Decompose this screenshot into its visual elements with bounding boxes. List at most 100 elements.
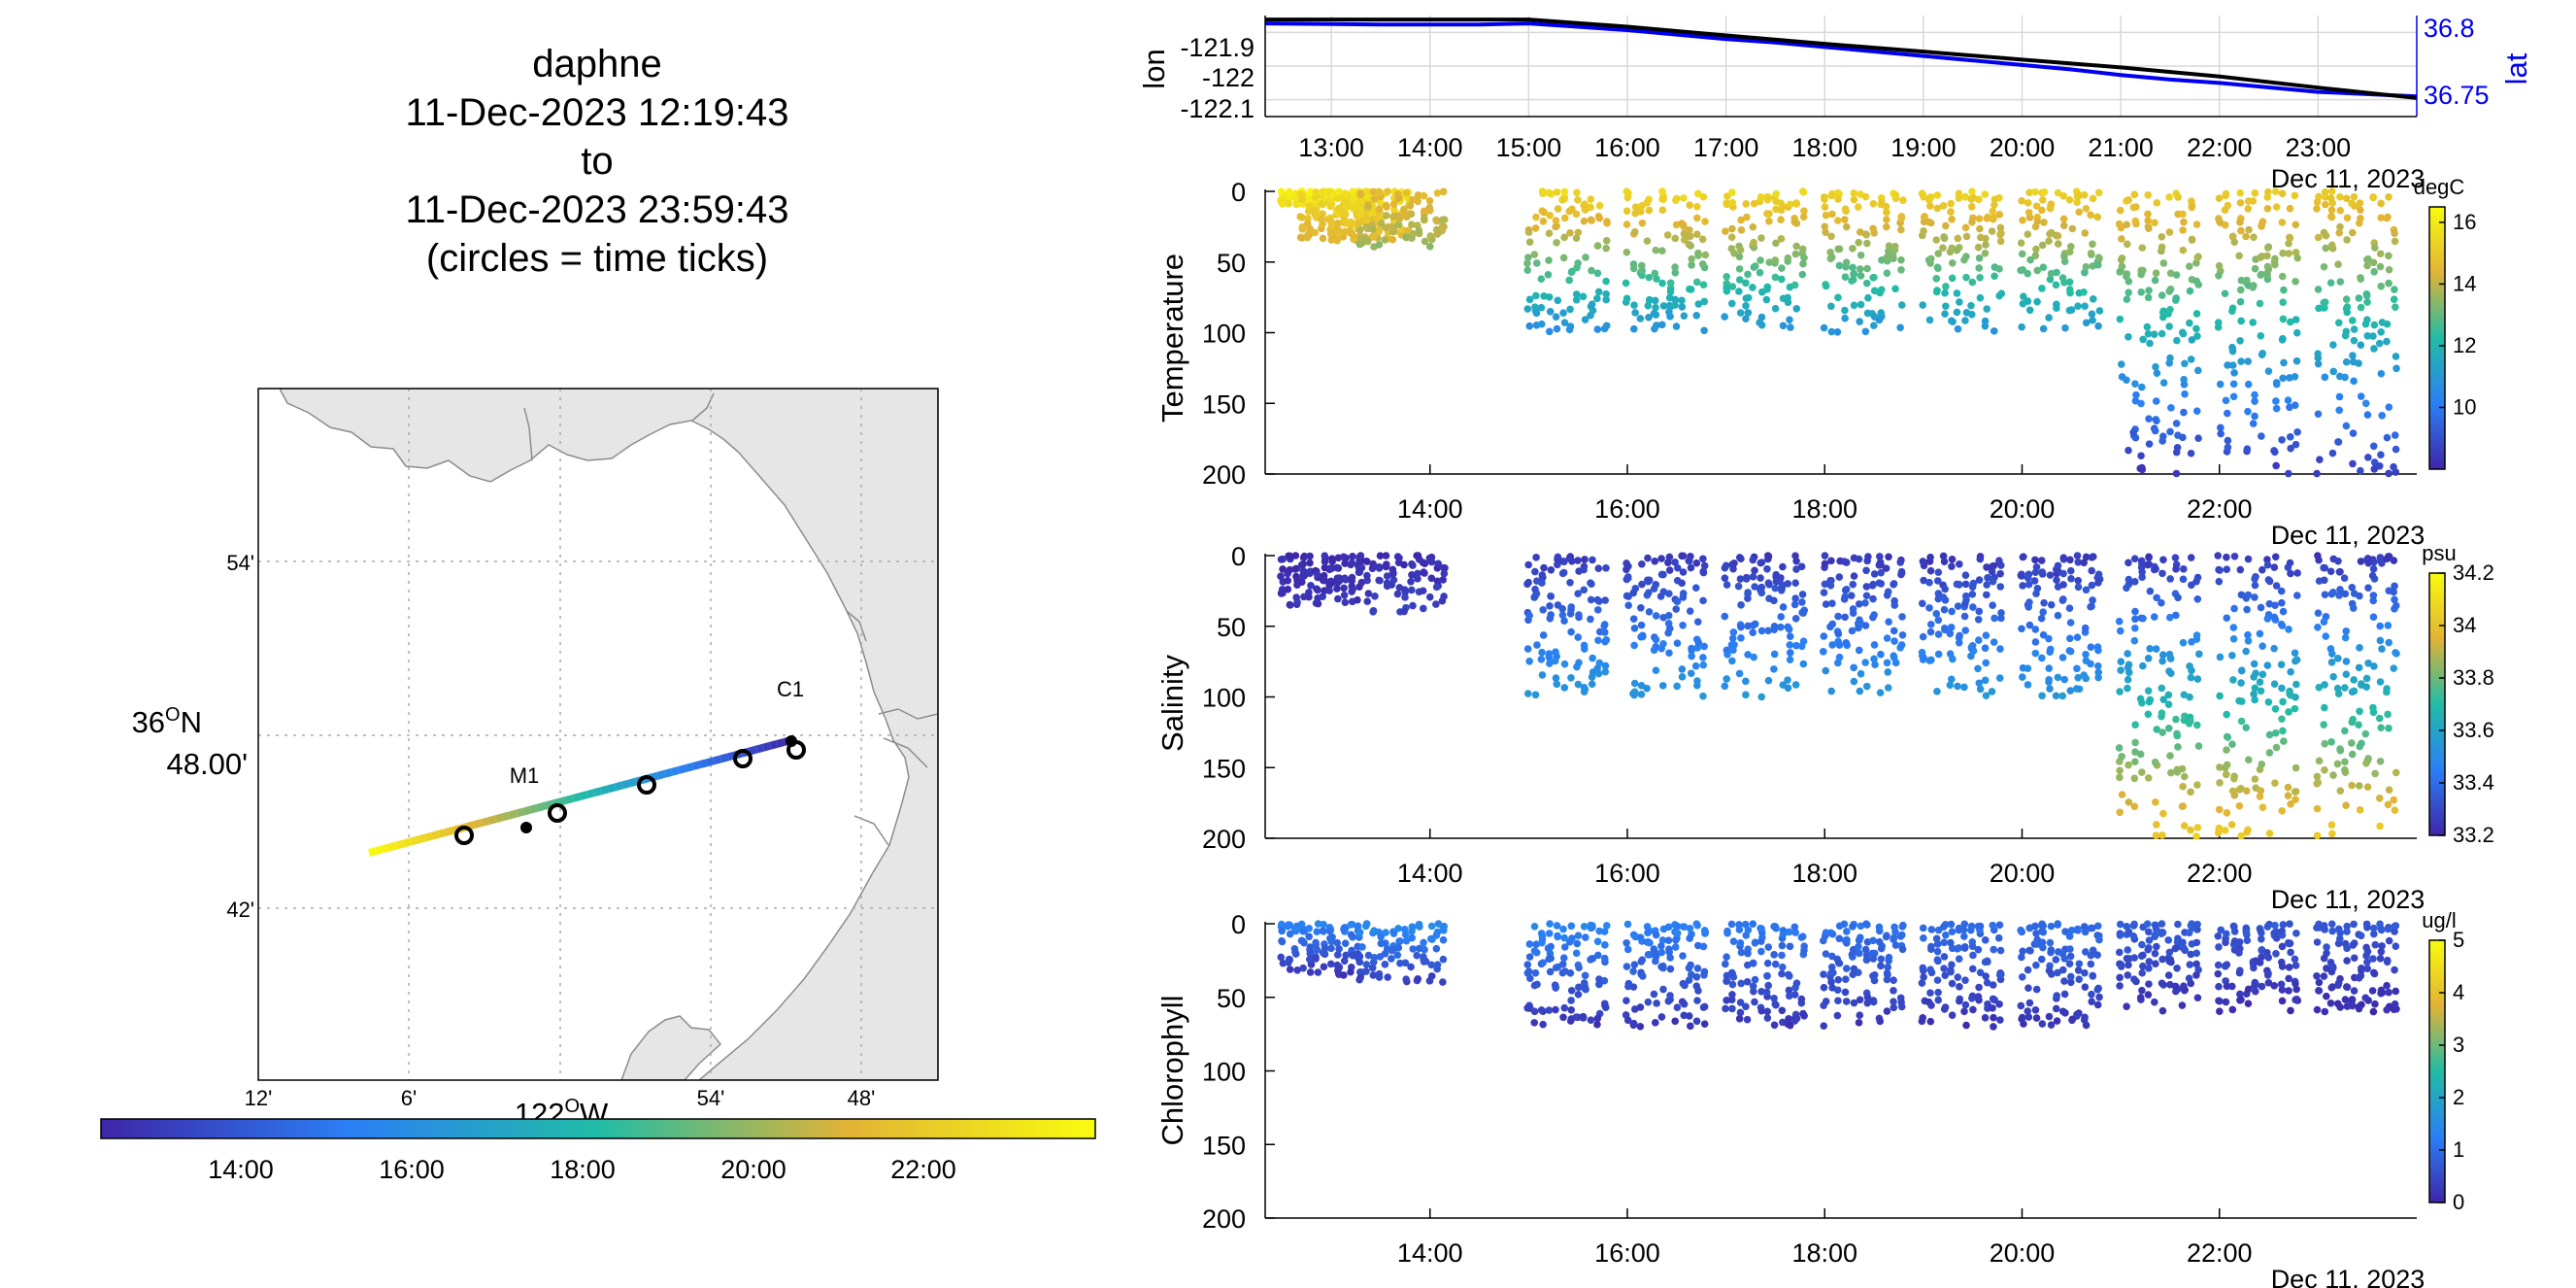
data-point bbox=[2228, 343, 2236, 352]
data-point bbox=[2287, 667, 2294, 676]
data-point bbox=[1672, 196, 1680, 205]
data-point bbox=[1897, 1002, 1906, 1011]
data-point bbox=[1382, 929, 1389, 936]
data-point bbox=[1678, 220, 1686, 227]
data-point bbox=[1595, 659, 1604, 667]
data-point bbox=[2171, 944, 2180, 953]
data-point bbox=[2322, 632, 2330, 640]
data-point bbox=[1441, 564, 1449, 572]
data-point bbox=[1340, 971, 1348, 979]
data-point bbox=[1835, 653, 1844, 661]
data-point bbox=[1326, 229, 1335, 238]
data-point bbox=[2130, 774, 2139, 783]
data-point bbox=[1335, 187, 1343, 196]
data-point bbox=[1722, 960, 1729, 968]
data-point bbox=[2153, 199, 2161, 207]
data-point bbox=[1402, 188, 1411, 197]
data-point bbox=[1393, 951, 1402, 960]
data-point bbox=[2152, 397, 2160, 405]
data-point bbox=[1827, 557, 1835, 565]
data-point bbox=[2058, 654, 2067, 661]
track-segment bbox=[501, 811, 512, 822]
data-point bbox=[1325, 927, 1334, 935]
data-point bbox=[2256, 629, 2264, 638]
data-point bbox=[1786, 1021, 1794, 1030]
temperature-colorbar-units: degC bbox=[2414, 175, 2465, 199]
data-point bbox=[1631, 227, 1639, 236]
data-point bbox=[2066, 556, 2074, 564]
data-point bbox=[1737, 948, 1746, 957]
track-segment bbox=[776, 738, 786, 748]
data-point bbox=[2088, 924, 2096, 932]
data-point bbox=[1933, 688, 1941, 695]
data-point bbox=[1680, 229, 1689, 238]
data-point bbox=[2340, 574, 2349, 582]
data-point bbox=[1850, 270, 1858, 278]
data-point bbox=[2061, 323, 2069, 332]
data-point bbox=[1547, 942, 1555, 951]
track-segment bbox=[585, 789, 596, 798]
data-point bbox=[1546, 967, 1555, 976]
data-point bbox=[1861, 192, 1870, 201]
data-point bbox=[2054, 188, 2062, 197]
data-point bbox=[1849, 580, 1857, 589]
data-point bbox=[2158, 928, 2166, 936]
data-point bbox=[1558, 196, 1566, 204]
data-point bbox=[1947, 208, 1955, 216]
data-point bbox=[1306, 949, 1315, 958]
data-point bbox=[1932, 934, 1941, 943]
data-point bbox=[1891, 285, 1899, 293]
data-point bbox=[2158, 598, 2165, 607]
data-point bbox=[1540, 563, 1548, 572]
data-point bbox=[2244, 407, 2252, 416]
data-point bbox=[1870, 322, 1878, 329]
data-point bbox=[2291, 704, 2299, 713]
data-point bbox=[1637, 632, 1645, 641]
data-point bbox=[1701, 218, 1709, 225]
data-point bbox=[1572, 949, 1581, 958]
data-point bbox=[1869, 998, 1878, 1006]
data-point bbox=[1692, 278, 1701, 287]
data-point bbox=[2180, 772, 2189, 781]
data-point bbox=[1989, 1004, 1996, 1012]
data-point bbox=[2341, 727, 2349, 735]
data-point bbox=[1927, 926, 1936, 933]
data-point bbox=[2024, 580, 2033, 589]
data-point bbox=[1439, 935, 1448, 944]
data-point bbox=[1685, 557, 1693, 565]
data-point bbox=[1821, 203, 1829, 211]
data-point bbox=[1382, 939, 1389, 947]
data-point bbox=[2313, 772, 2322, 781]
data-point bbox=[2245, 225, 2253, 234]
data-point bbox=[2187, 356, 2195, 363]
lon-lat-xtick: 14:00 bbox=[1397, 133, 1463, 162]
data-point bbox=[2342, 327, 2351, 336]
data-point bbox=[2251, 189, 2259, 197]
data-point bbox=[2139, 962, 2147, 970]
data-point bbox=[2336, 567, 2344, 576]
data-point bbox=[1785, 970, 1792, 979]
data-point bbox=[1574, 961, 1583, 969]
data-point bbox=[1996, 645, 2004, 653]
track-segment bbox=[494, 813, 504, 824]
data-point bbox=[1982, 631, 1991, 640]
track-segment bbox=[516, 807, 525, 818]
data-point bbox=[2187, 921, 2195, 930]
data-point bbox=[1757, 589, 1766, 597]
data-point bbox=[1415, 920, 1423, 929]
data-point bbox=[1313, 928, 1321, 936]
data-point bbox=[1593, 937, 1602, 946]
data-point bbox=[1342, 554, 1350, 562]
data-point bbox=[1786, 942, 1794, 951]
data-point bbox=[2178, 1001, 2187, 1009]
data-point bbox=[1363, 558, 1371, 565]
data-point bbox=[2320, 304, 2327, 312]
data-point bbox=[1389, 200, 1398, 209]
data-point bbox=[2066, 634, 2074, 643]
data-point bbox=[1947, 199, 1956, 208]
data-point bbox=[1771, 584, 1780, 593]
data-point bbox=[1638, 580, 1646, 589]
data-point bbox=[1728, 991, 1736, 999]
data-point bbox=[2150, 330, 2158, 338]
